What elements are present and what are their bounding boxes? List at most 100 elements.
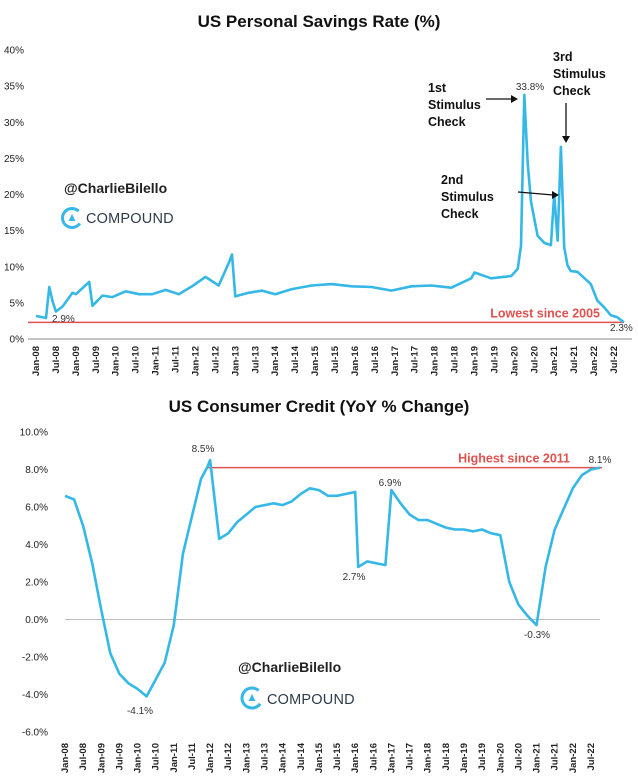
x-tick-label: Jan-14 (278, 742, 289, 773)
x-tick-label: Jan-22 (589, 346, 600, 376)
x-tick-label: Jan-22 (568, 743, 579, 773)
annotation-line: 2nd (441, 173, 463, 187)
x-tick-label: Jan-21 (549, 345, 560, 376)
y-tick-label: 6.0% (25, 503, 48, 514)
y-tick-label: 15% (4, 226, 24, 237)
x-tick-label: Jul-10 (131, 346, 142, 373)
annotation-line: Check (441, 207, 479, 221)
chart-2-y-axis: -6.0% -4.0% -2.0% 0.0% 2.0% 4.0% 6.0% 8.0% 10.0% (20, 428, 48, 739)
x-tick-label: Jul-11 (171, 345, 182, 373)
x-tick-label: Jan-15 (314, 742, 325, 773)
x-tick-label: Jul-18 (450, 346, 461, 373)
data-label-2008-low: 2.9% (52, 314, 75, 325)
y-tick-label: 4.0% (25, 540, 48, 551)
y-tick-label: 40% (4, 46, 24, 57)
consumer-credit-chart: US Consumer Credit (YoY % Change) -6.0% -… (20, 397, 612, 773)
annotation-2nd-stimulus: 2nd Stimulus Check (441, 173, 494, 221)
y-tick-label: 8.0% (25, 465, 48, 476)
data-label-latest: 8.1% (589, 455, 612, 466)
x-tick-label: Jan-16 (350, 346, 361, 376)
x-tick-label: Jul-19 (477, 743, 488, 770)
x-tick-label: Jan-08 (60, 743, 71, 773)
x-tick-label: Jan-20 (495, 743, 506, 773)
x-tick-label: Jan-12 (190, 346, 201, 376)
x-tick-label: Jul-15 (332, 742, 343, 770)
x-tick-label: Jul-10 (151, 743, 162, 770)
y-tick-label: 20% (4, 190, 24, 201)
x-tick-label: Jul-12 (210, 346, 221, 373)
x-tick-label: Jan-14 (270, 345, 281, 376)
x-tick-label: Jul-20 (513, 743, 524, 770)
annotation-1st-stimulus: 1st Stimulus Check (428, 81, 481, 129)
y-tick-label: 0.0% (25, 615, 48, 626)
x-tick-label: Jul-19 (489, 346, 500, 373)
x-tick-label: Jul-18 (441, 743, 452, 770)
x-tick-label: Jan-15 (310, 345, 321, 376)
arrowhead-1st (511, 95, 518, 103)
x-tick-label: Jul-20 (529, 346, 540, 373)
x-tick-label: Jul-13 (259, 743, 270, 770)
x-tick-label: Jul-16 (368, 743, 379, 770)
x-tick-label: Jul-11 (187, 742, 198, 770)
annotation-line: 1st (428, 81, 447, 95)
x-tick-label: Jan-20 (509, 346, 520, 376)
compound-logo-icon (240, 686, 264, 710)
x-tick-label: Jan-18 (423, 743, 434, 773)
annotation-line: Check (428, 115, 466, 129)
y-tick-label: 10% (4, 262, 24, 273)
chart-1-reference-label: Lowest since 2005 (490, 306, 600, 320)
x-tick-label: Jul-14 (296, 742, 307, 770)
data-label-2016-dip: 2.7% (343, 572, 366, 583)
x-tick-label: Jul-12 (223, 743, 234, 770)
x-tick-label: Jul-08 (78, 743, 89, 770)
x-tick-label: Jul-22 (586, 743, 597, 770)
data-label-2017-jump: 6.9% (379, 478, 402, 489)
y-tick-label: -6.0% (22, 728, 48, 739)
x-tick-label: Jul-15 (330, 345, 341, 373)
annotation-line: Check (553, 84, 591, 98)
savings-rate-chart: US Personal Savings Rate (%) 0% 5% 10% 15% 2… (4, 12, 633, 376)
watermark-handle: @CharlieBilello (64, 180, 167, 196)
chart-1-x-axis: Jan-08 Jul-08 Jan-09 Jul-09 Jan-10 Jul-10 Jan-… (31, 345, 620, 376)
chart-2-title: US Consumer Credit (YoY % Change) (169, 397, 470, 416)
compound-logo-icon (61, 207, 83, 229)
x-tick-label: Jan-09 (71, 346, 82, 376)
x-tick-label: Jul-21 (569, 345, 580, 373)
x-tick-label: Jul-08 (51, 346, 62, 373)
x-tick-label: Jan-10 (133, 743, 144, 773)
y-tick-label: 2.0% (25, 578, 48, 589)
annotation-line: Stimulus (553, 67, 606, 81)
x-tick-label: Jan-11 (151, 345, 162, 375)
chart-2-reference-label: Highest since 2011 (458, 452, 570, 466)
y-tick-label: 35% (4, 82, 24, 93)
watermark-2: @CharlieBilello COMPOUND (238, 659, 355, 710)
y-tick-label: -2.0% (22, 653, 48, 664)
y-tick-label: 30% (4, 118, 24, 129)
x-tick-label: Jan-18 (430, 346, 441, 376)
arrowhead-2nd (552, 191, 559, 199)
x-tick-label: Jan-17 (390, 346, 401, 376)
x-tick-label: Jan-08 (31, 346, 42, 376)
chart-2-series-line (64, 458, 601, 698)
x-tick-label: Jul-21 (550, 742, 561, 770)
y-tick-label: 0% (10, 335, 25, 346)
watermark-1: @CharlieBilello COMPOUND (61, 180, 174, 229)
y-tick-label: 10.0% (20, 428, 48, 439)
x-tick-label: Jan-13 (241, 743, 252, 773)
x-tick-label: Jan-21 (532, 742, 543, 773)
x-tick-label: Jan-10 (111, 346, 122, 376)
data-label-latest: 2.3% (610, 323, 633, 334)
x-tick-label: Jul-13 (250, 346, 261, 373)
arrow-2nd (517, 191, 554, 196)
x-tick-label: Jan-17 (386, 743, 397, 773)
data-label-2011-high: 8.5% (192, 444, 215, 455)
x-tick-label: Jan-19 (470, 346, 481, 376)
x-tick-label: Jul-22 (609, 346, 620, 373)
watermark-brand: COMPOUND (267, 692, 355, 708)
x-tick-label: Jan-16 (350, 743, 361, 773)
annotation-3rd-stimulus: 3rd Stimulus Check (553, 50, 606, 98)
x-tick-label: Jul-17 (410, 346, 421, 373)
x-tick-label: Jul-14 (290, 345, 301, 373)
chart-1-title: US Personal Savings Rate (%) (198, 12, 441, 31)
